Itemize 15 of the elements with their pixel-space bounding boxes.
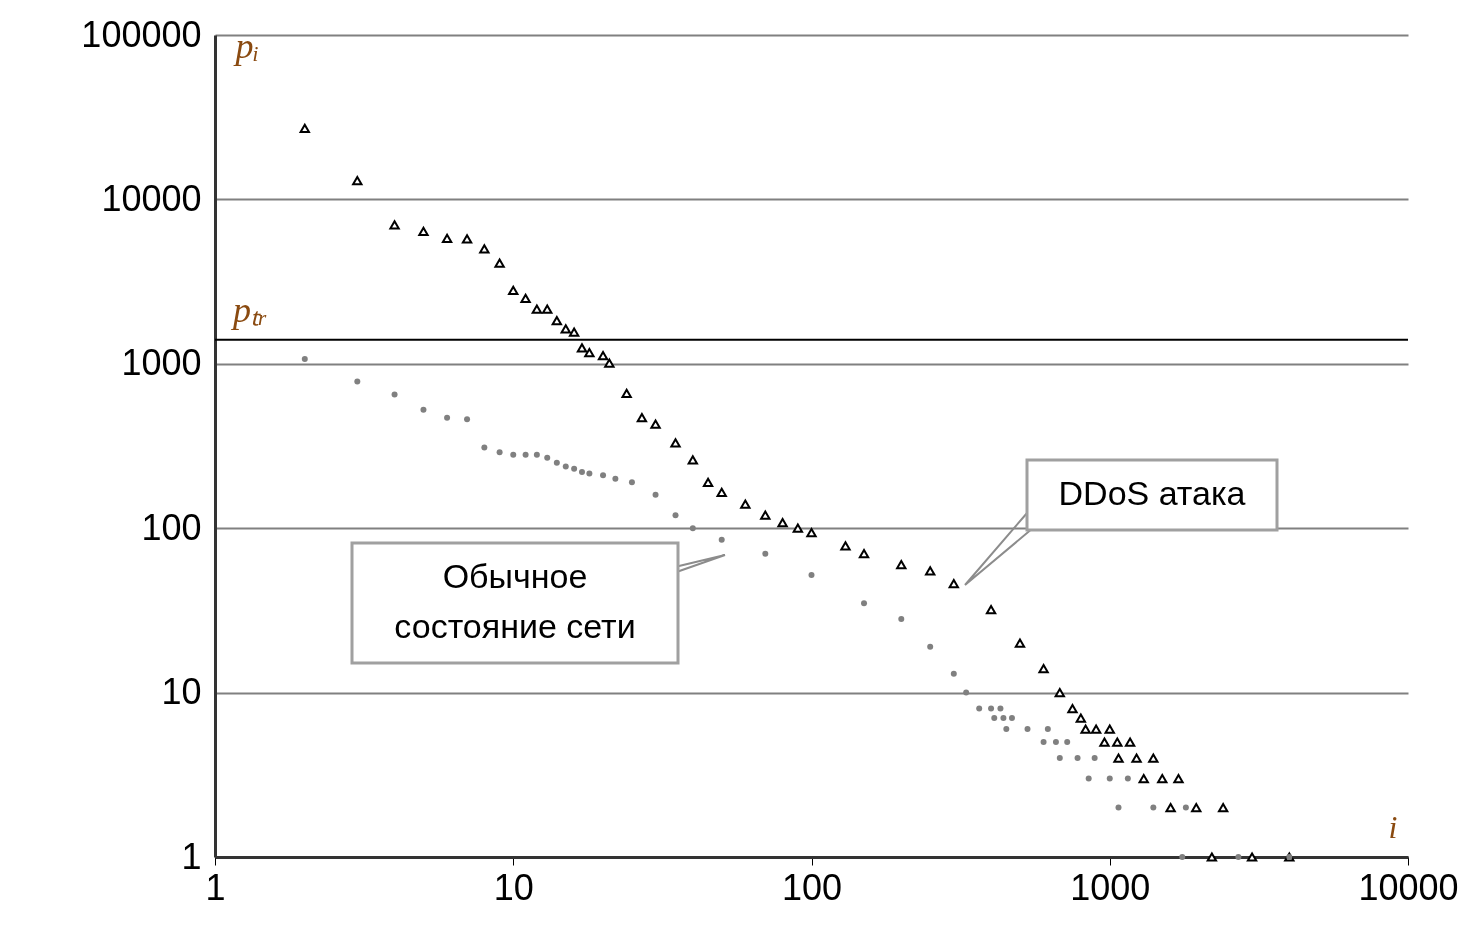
x-tick-label: 1000 — [1070, 866, 1151, 908]
y-tick-label: 1000 — [121, 342, 202, 384]
x-tick-label: 10 — [493, 866, 534, 908]
y-axis-title: pᵢ — [232, 25, 260, 66]
x-tick-label: 100 — [781, 866, 843, 908]
ref-line-label: pₜᵣ — [230, 289, 268, 330]
y-tick-label: 100 — [141, 506, 202, 548]
x-tick-label: 10000 — [1358, 866, 1459, 908]
y-tick-label: 10 — [161, 671, 202, 713]
y-tick-label: 10000 — [101, 177, 202, 219]
y-tick-label: 1 — [181, 835, 202, 877]
annotation: DDoS атака — [1058, 474, 1246, 512]
y-tick-label: 100000 — [81, 13, 202, 55]
annotation: Обычное состояние сети — [394, 557, 636, 645]
x-axis-title: i — [1388, 808, 1398, 845]
